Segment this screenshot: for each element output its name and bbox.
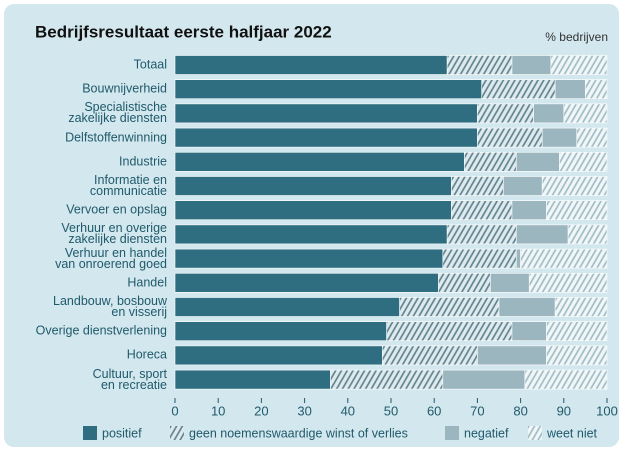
bar-segment xyxy=(382,345,478,366)
legend-label: weet niet xyxy=(546,426,598,440)
x-tick-label: 40 xyxy=(341,403,355,418)
bar-segment xyxy=(464,152,517,172)
bar-segment xyxy=(399,297,500,317)
bar-segment xyxy=(563,103,608,124)
bar-segment xyxy=(554,79,586,99)
bar-segment xyxy=(559,152,608,172)
bar-segment xyxy=(451,200,513,220)
bar-segment xyxy=(498,297,556,317)
bar-segment xyxy=(174,55,448,75)
bar-segment xyxy=(442,248,517,269)
x-tick-label: 90 xyxy=(557,403,571,418)
bar-segment xyxy=(174,79,483,99)
bar-segment xyxy=(503,176,543,196)
bar-segment xyxy=(546,200,608,220)
bar-segment xyxy=(515,224,569,245)
category-label: Handel xyxy=(127,275,167,290)
bar-segment xyxy=(330,369,444,390)
bar-segment xyxy=(576,127,608,148)
chart-title: Bedrijfsresultaat eerste halfjaar 2022 xyxy=(35,22,332,41)
bar-segment xyxy=(585,79,608,99)
legend-swatch xyxy=(528,426,542,440)
bar-segment xyxy=(174,345,383,366)
bar-segment xyxy=(546,345,608,366)
legend-label: geen noemenswaardige winst of verlies xyxy=(189,426,408,440)
bar-segment xyxy=(490,272,530,293)
bar-segment xyxy=(520,248,608,269)
category-label: Informatie en communicatie xyxy=(89,173,167,198)
x-tick-label: 70 xyxy=(470,403,484,418)
bar-segment xyxy=(174,224,448,245)
category-label: Vervoer en opslag xyxy=(66,202,167,217)
bar-segment xyxy=(174,297,400,317)
category-label: Landbouw, bosbouw en visserij xyxy=(53,294,167,319)
bar-segment xyxy=(477,103,534,124)
bar-segment xyxy=(554,297,608,317)
bar-segment xyxy=(174,272,439,293)
bar-segment xyxy=(174,200,452,220)
bar-segment xyxy=(477,127,543,148)
x-tick-label: 80 xyxy=(513,403,527,418)
bar-segment xyxy=(541,127,578,148)
category-label: Bouwnijverheid xyxy=(82,81,167,96)
bar-segment xyxy=(511,55,552,75)
x-tick-label: 20 xyxy=(254,403,268,418)
category-label: Specialistische zakelijke diensten xyxy=(68,100,167,126)
bar-segment xyxy=(528,272,608,293)
bar-segment xyxy=(446,224,517,245)
unit-label: % bedrijven xyxy=(545,30,608,44)
legend-swatch xyxy=(83,426,97,440)
category-label: Totaal xyxy=(133,57,167,72)
bar-segment xyxy=(174,152,465,172)
category-label: Industrie xyxy=(119,154,167,169)
x-tick-label: 50 xyxy=(384,403,398,418)
bar-segment xyxy=(174,321,387,342)
bar-segment xyxy=(515,152,560,172)
bar-segment xyxy=(174,248,444,269)
x-tick-label: 60 xyxy=(427,403,441,418)
bar-segment xyxy=(174,369,331,390)
bar-segment xyxy=(174,176,452,196)
legend-swatch xyxy=(445,426,459,440)
bar-segment xyxy=(511,321,547,342)
bar-segment xyxy=(386,321,513,342)
category-label: Cultuur, sport en recreatie xyxy=(92,366,167,392)
bar-segment xyxy=(446,55,513,75)
bar-segment xyxy=(524,369,608,390)
bar-segment xyxy=(546,321,608,342)
x-tick-label: 100 xyxy=(596,403,618,418)
x-tick-label: 0 xyxy=(171,403,178,418)
bar-segment xyxy=(541,176,608,196)
bar-segment xyxy=(567,224,608,245)
category-label: Verhuur en handel van onroerend goed xyxy=(55,245,167,271)
bar-segment xyxy=(451,176,504,196)
bar-segment xyxy=(442,369,526,390)
bar-segment xyxy=(174,103,478,124)
bar-segment xyxy=(515,248,521,269)
bar-segment xyxy=(481,79,556,99)
legend-label: positief xyxy=(102,426,142,440)
category-label: Verhuur en overige zakelijke diensten xyxy=(61,221,167,247)
x-tick-label: 30 xyxy=(297,403,311,418)
category-label: Overige dienstverlening xyxy=(35,323,167,338)
bar-segment xyxy=(511,200,547,220)
bar-segment xyxy=(533,103,565,124)
bar-segment xyxy=(174,127,478,148)
legend-label: negatief xyxy=(464,426,509,440)
category-label: Delfstoffenwinning xyxy=(65,130,167,145)
x-tick-label: 10 xyxy=(211,403,225,418)
bar-segment xyxy=(477,345,547,366)
legend-swatch xyxy=(170,426,184,440)
category-label: Horeca xyxy=(126,347,167,362)
bar-segment xyxy=(550,55,608,75)
bar-segment xyxy=(438,272,491,293)
